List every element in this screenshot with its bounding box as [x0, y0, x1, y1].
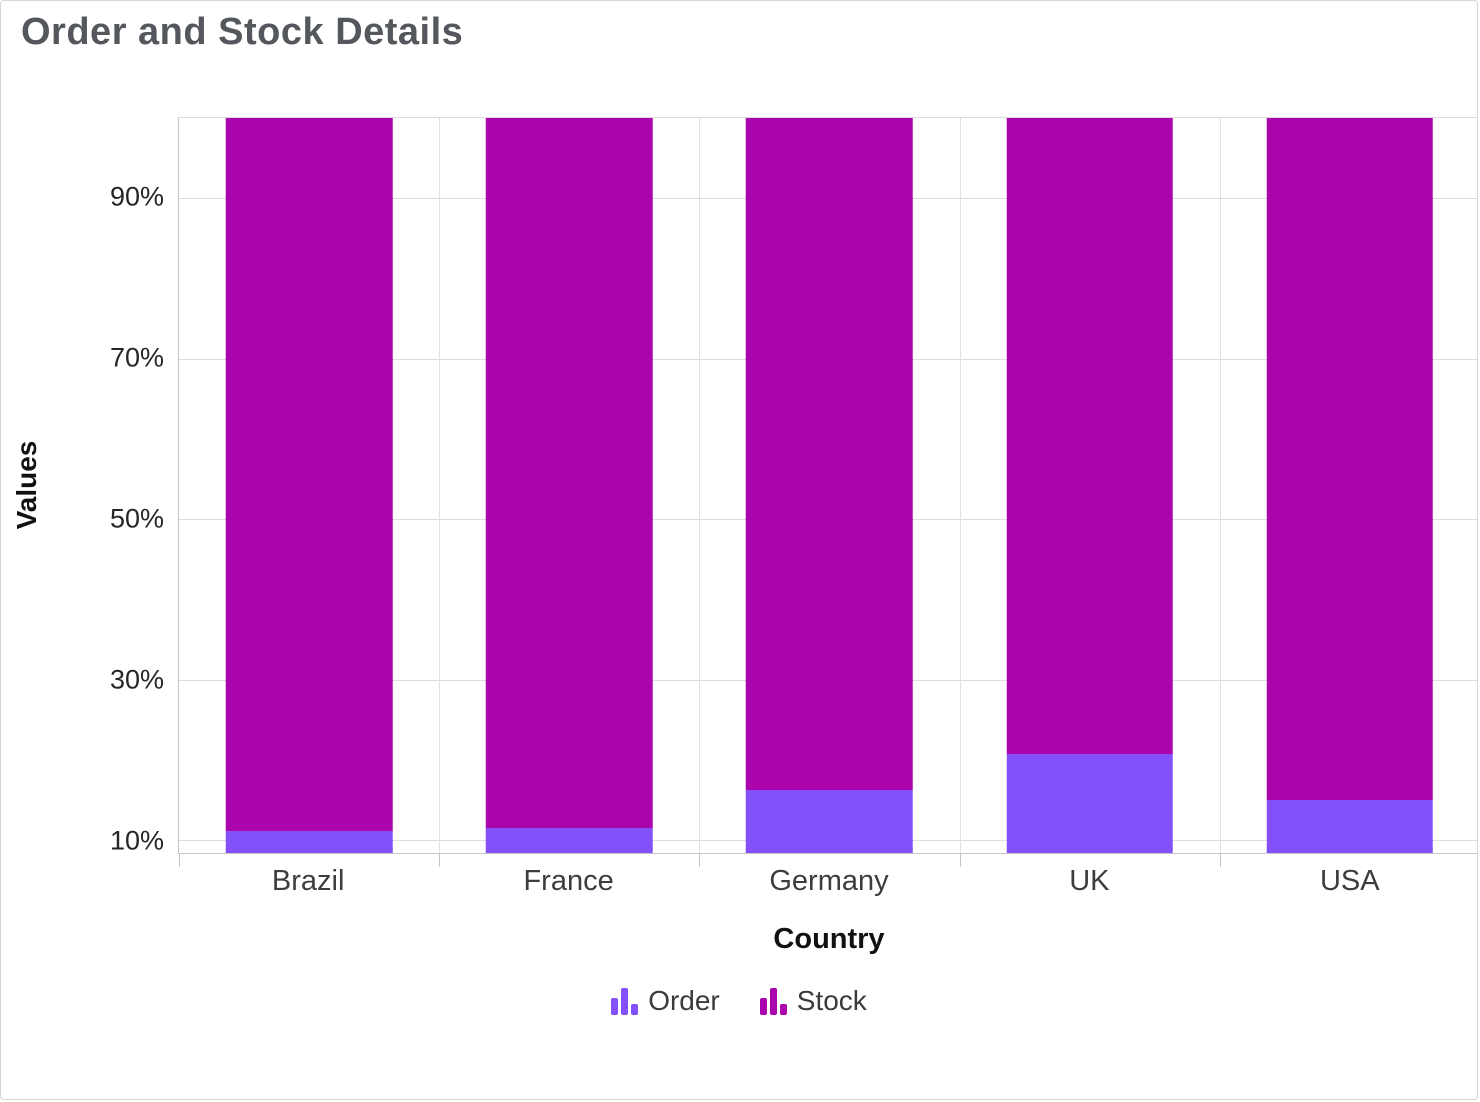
legend-label: Order	[648, 985, 720, 1016]
y-tick-label: 70%	[109, 342, 164, 373]
x-axis-tick-mark	[439, 854, 441, 867]
stacked-bar	[1006, 118, 1173, 853]
x-axis-tick-mark	[699, 854, 701, 867]
x-tick-label: France	[523, 865, 614, 897]
v-gridline	[1219, 118, 1221, 853]
bar-segment-stock[interactable]	[225, 118, 393, 831]
x-axis-tick-mark	[179, 854, 180, 867]
stacked-bar	[746, 118, 913, 853]
x-tick-label: USA	[1319, 865, 1380, 897]
category-slot	[179, 118, 439, 853]
v-gridline	[959, 118, 961, 853]
bar-segment-stock[interactable]	[1266, 118, 1434, 801]
bar-segment-order[interactable]	[1266, 800, 1434, 853]
x-axis-tick-mark	[1219, 854, 1221, 867]
x-tick-label: Brazil	[271, 865, 345, 897]
y-tick-label: 30%	[109, 664, 164, 695]
x-axis-tick-labels: Brazil France Germany UK USA	[178, 865, 1477, 905]
stacked-bar	[486, 118, 653, 853]
bar-segment-order[interactable]	[1006, 753, 1173, 853]
legend-item-order[interactable]: Order	[611, 985, 720, 1017]
plot-area	[178, 117, 1477, 867]
chart-title: Order and Stock Details	[21, 11, 464, 53]
bar-segment-stock[interactable]	[1006, 118, 1173, 754]
y-axis-tick-labels: 10% 30% 50% 70% 90%	[1, 117, 164, 856]
x-axis-title: Country	[773, 923, 885, 955]
legend-item-stock[interactable]: Stock	[759, 985, 867, 1017]
x-tick-label: UK	[1069, 865, 1110, 897]
legend: Order Stock	[1, 985, 1477, 1017]
bar-segment-order[interactable]	[486, 828, 653, 853]
bar-segment-order[interactable]	[225, 830, 393, 853]
x-axis-tick-mark	[959, 854, 961, 867]
bar-segment-stock[interactable]	[486, 118, 653, 829]
y-tick-label: 90%	[109, 181, 164, 212]
bar-segment-stock[interactable]	[746, 118, 913, 790]
category-slot	[439, 118, 699, 853]
x-tick-label: Germany	[769, 865, 889, 897]
stacked-bar	[1266, 118, 1434, 853]
legend-label: Stock	[796, 985, 867, 1016]
v-gridline	[699, 118, 701, 853]
stacked-bar	[225, 118, 393, 853]
v-gridline	[439, 118, 441, 853]
y-tick-label: 10%	[109, 825, 164, 856]
category-slot	[960, 118, 1220, 853]
y-tick-label: 50%	[109, 503, 164, 534]
category-slot	[699, 118, 959, 853]
category-slot	[1220, 118, 1477, 853]
bar-segment-order[interactable]	[746, 789, 913, 853]
bar-chart-icon	[611, 987, 639, 1015]
bar-chart-icon	[759, 987, 787, 1015]
